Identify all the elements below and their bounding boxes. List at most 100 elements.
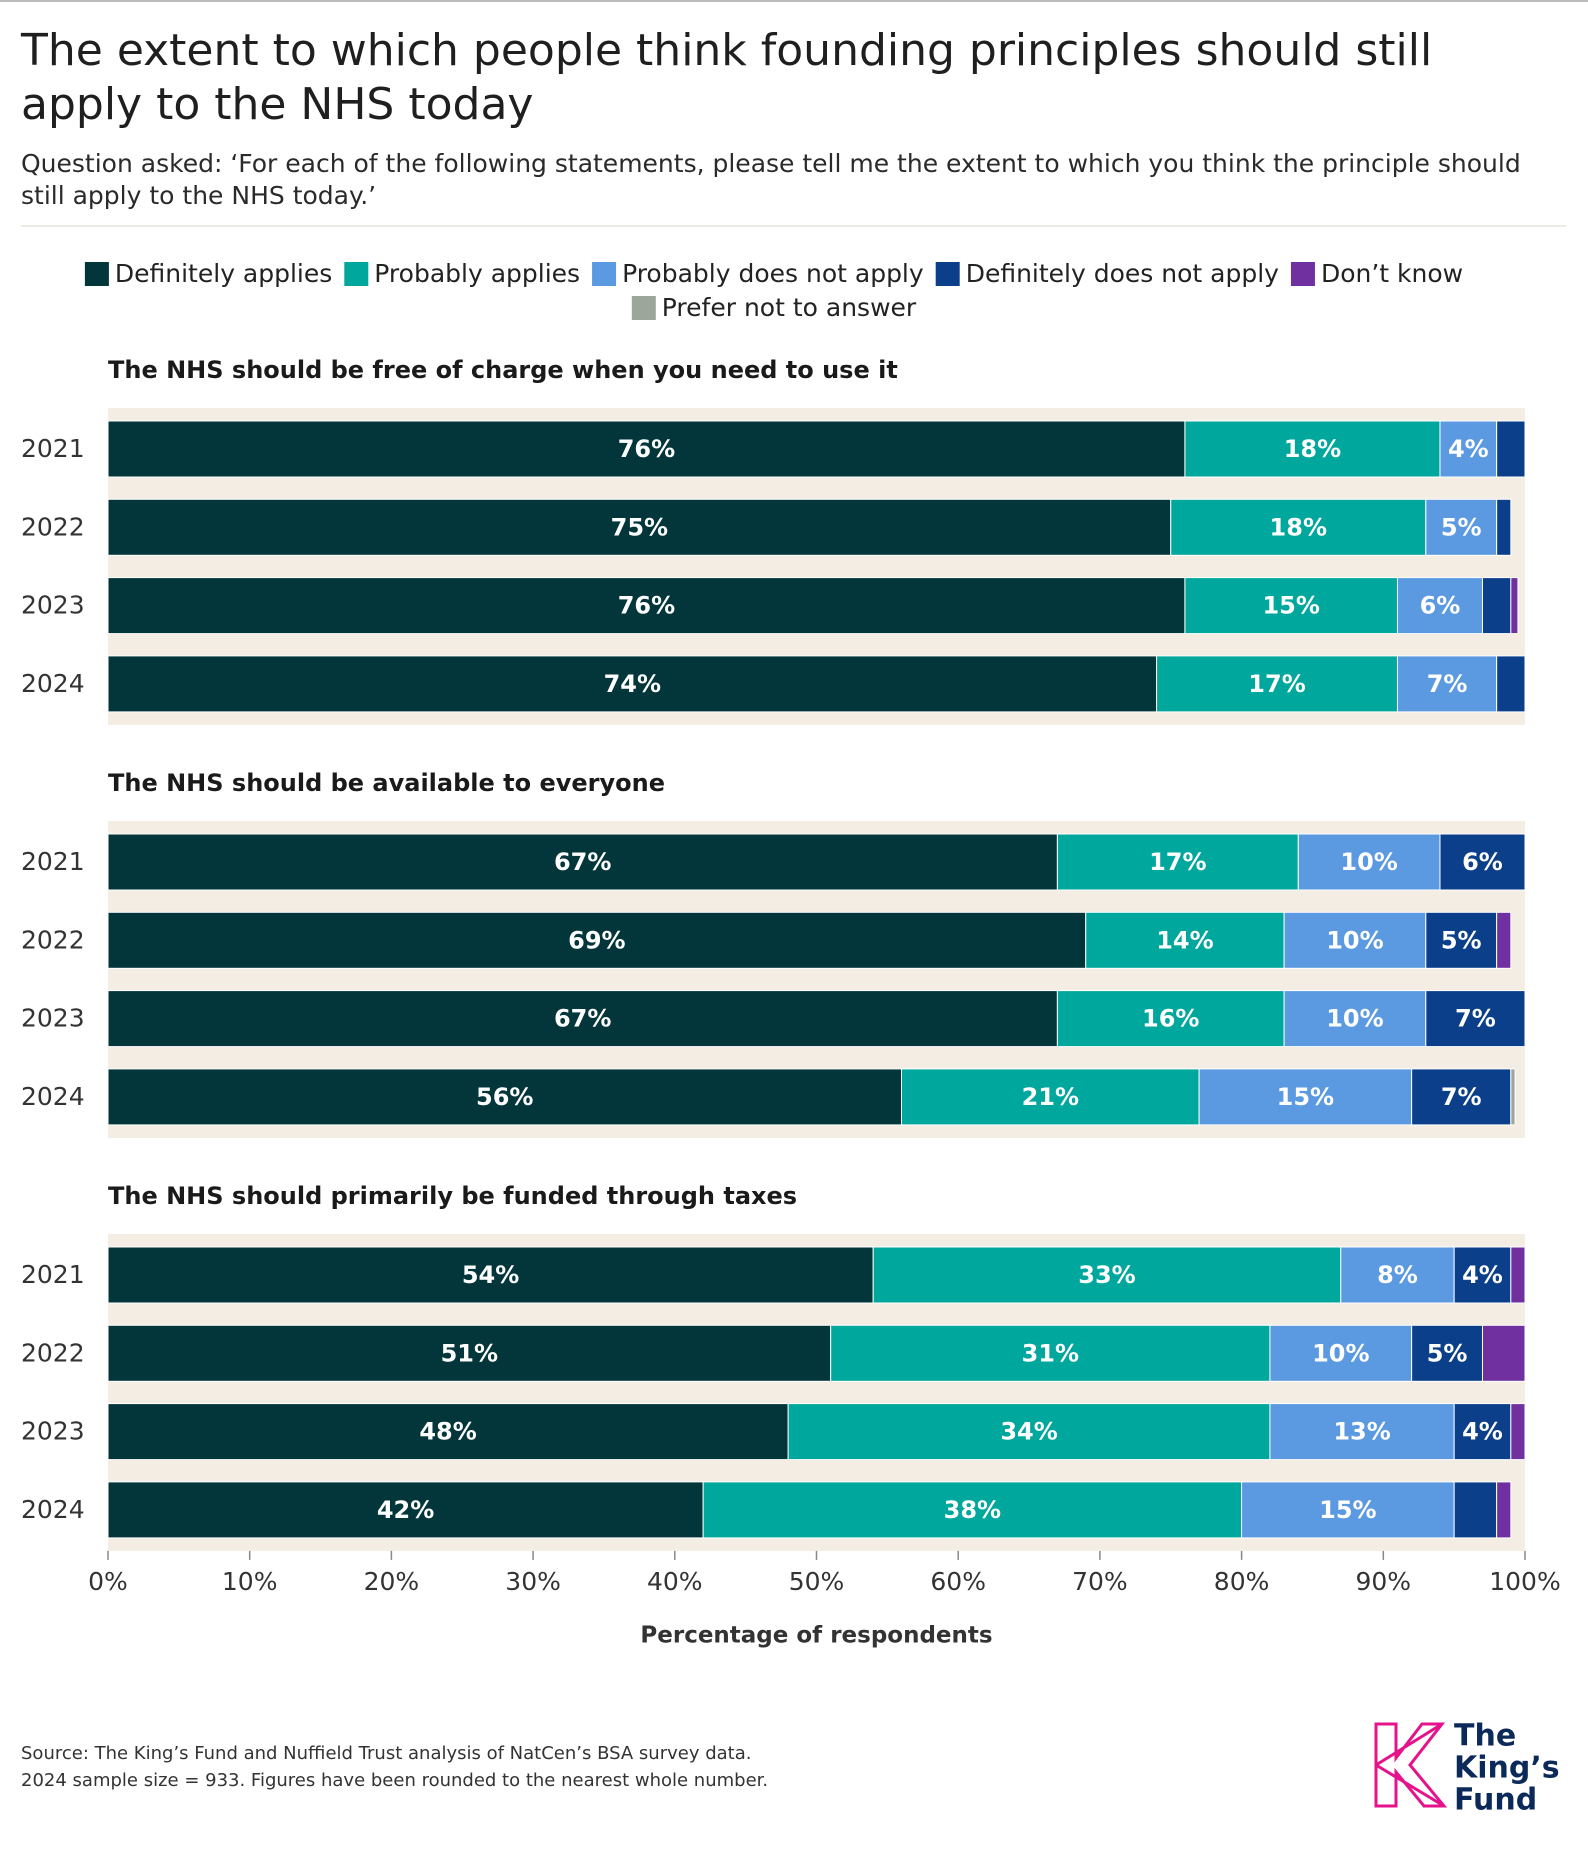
y-tick-label: 2021 [21, 847, 85, 876]
bar-segment [107, 420, 1186, 478]
panel-title: The NHS should be available to everyone [108, 769, 665, 797]
x-tick-label: 60% [930, 1567, 986, 1596]
chart-subtitle: Question asked: ‘For each of the followi… [21, 149, 1521, 210]
value-label: 17% [1149, 848, 1206, 876]
bar-segment [702, 1481, 1243, 1539]
x-tick-label: 20% [364, 1567, 420, 1596]
value-label: 51% [441, 1339, 498, 1367]
value-label: 6% [1462, 848, 1503, 876]
y-tick-label: 2023 [21, 1417, 85, 1446]
bar-segment [787, 1403, 1271, 1461]
bar-segment [1411, 1068, 1512, 1126]
bar-segment [1396, 577, 1483, 635]
bar-segment [107, 655, 1158, 713]
value-label: 15% [1319, 1496, 1376, 1524]
bar-segment [1496, 420, 1526, 478]
value-label: 4% [1462, 1261, 1503, 1289]
value-label: 7% [1427, 670, 1468, 698]
value-label: 18% [1270, 513, 1327, 541]
bar-segment [1425, 911, 1498, 969]
bar-segment [872, 1246, 1342, 1304]
bar-segment [1411, 1324, 1483, 1382]
value-label: 76% [618, 435, 675, 463]
legend-label: Definitely does not apply [966, 259, 1279, 288]
value-label: 21% [1022, 1083, 1079, 1111]
value-label: 67% [554, 1005, 611, 1033]
bar-segment [1340, 1246, 1455, 1304]
bar-segment [1510, 1403, 1526, 1461]
value-label: 7% [1441, 1083, 1482, 1111]
bar-segment [1453, 1246, 1512, 1304]
x-tick-label: 30% [505, 1567, 561, 1596]
value-label: 33% [1078, 1261, 1135, 1289]
bar-segment [1481, 577, 1512, 635]
value-label: 17% [1248, 670, 1305, 698]
bar-segment [107, 833, 1058, 891]
logo-text: Fund [1454, 1783, 1537, 1818]
x-tick-label: 10% [222, 1567, 278, 1596]
value-label: 15% [1262, 592, 1319, 620]
value-label: 48% [419, 1418, 476, 1446]
x-tick-label: 70% [1072, 1567, 1128, 1596]
value-label: 14% [1156, 926, 1213, 954]
x-tick-label: 80% [1214, 1567, 1270, 1596]
bar-segment [1241, 1481, 1455, 1539]
value-label: 38% [944, 1496, 1001, 1524]
bar-segment [1283, 990, 1427, 1048]
y-tick-label: 2022 [21, 925, 85, 954]
legend-label: Don’t know [1321, 259, 1463, 288]
y-tick-label: 2021 [21, 1260, 85, 1289]
value-label: 5% [1441, 513, 1482, 541]
y-tick-label: 2023 [21, 1004, 85, 1033]
bar-segment [830, 1324, 1271, 1382]
legend-swatch [935, 262, 960, 286]
bar-segment [1198, 1068, 1413, 1126]
legend-swatch [84, 262, 109, 286]
x-tick-label: 50% [789, 1567, 845, 1596]
logo-text: The [1454, 1719, 1516, 1754]
bar-segment [901, 1068, 1200, 1126]
value-label: 4% [1462, 1418, 1503, 1446]
logo-text: King’s [1454, 1751, 1560, 1786]
bar-segment [1170, 498, 1427, 556]
value-label: 34% [1000, 1418, 1057, 1446]
panel-title: The NHS should primarily be funded throu… [108, 1182, 797, 1210]
value-label: 13% [1333, 1418, 1390, 1446]
legend-swatch [631, 296, 656, 320]
bar-segment [1056, 990, 1285, 1048]
value-label: 5% [1441, 926, 1482, 954]
bar-segment [107, 1246, 874, 1304]
value-label: 15% [1277, 1083, 1334, 1111]
bar-segment [1439, 420, 1498, 478]
bar-segment [107, 1403, 789, 1461]
value-label: 10% [1326, 1005, 1383, 1033]
value-label: 69% [568, 926, 625, 954]
legend-swatch [344, 262, 369, 286]
bar-segment [107, 498, 1172, 556]
bar-segment [1297, 833, 1441, 891]
value-label: 31% [1022, 1339, 1079, 1367]
x-tick-label: 90% [1356, 1567, 1412, 1596]
value-label: 16% [1142, 1005, 1199, 1033]
legend-swatch [592, 262, 617, 286]
bar-segment [1056, 833, 1299, 891]
legend-label: Probably applies [374, 259, 580, 288]
y-tick-label: 2024 [21, 1082, 85, 1111]
x-tick-label: 0% [88, 1567, 128, 1596]
bar-segment [107, 577, 1186, 635]
value-label: 4% [1448, 435, 1489, 463]
y-tick-label: 2024 [21, 669, 85, 698]
value-label: 18% [1284, 435, 1341, 463]
value-label: 54% [462, 1261, 519, 1289]
bar-segment [1453, 1403, 1512, 1461]
value-label: 5% [1427, 1339, 1468, 1367]
x-tick-label: 100% [1489, 1567, 1560, 1596]
value-label: 76% [618, 592, 675, 620]
x-axis-label: Percentage of respondents [640, 1622, 992, 1648]
bar-segment [1425, 498, 1498, 556]
bar-segment [1085, 911, 1285, 969]
bar-segment [1283, 911, 1427, 969]
value-label: 10% [1340, 848, 1397, 876]
y-tick-label: 2024 [21, 1495, 85, 1524]
y-tick-label: 2023 [21, 591, 85, 620]
